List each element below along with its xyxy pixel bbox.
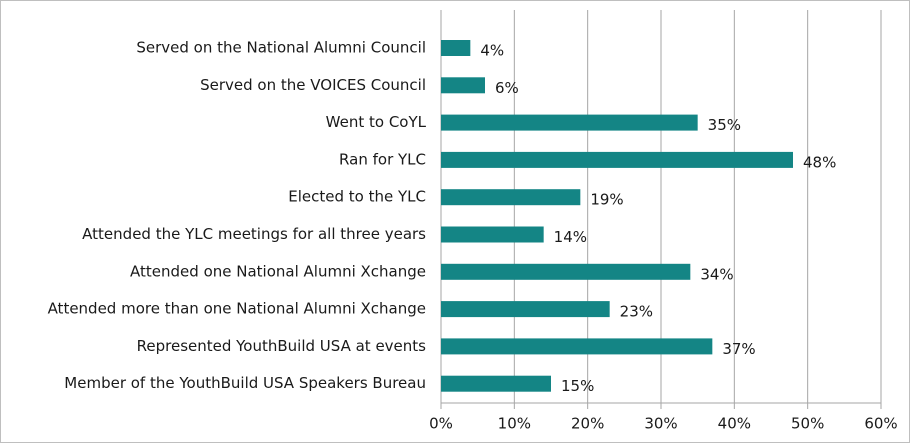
y-tick-label: Attended the YLC meetings for all three …: [82, 225, 426, 243]
value-label: 15%: [561, 377, 594, 395]
value-label: 23%: [620, 303, 653, 321]
y-tick-label: Served on the National Alumni Council: [136, 39, 426, 57]
y-tick-label: Attended one National Alumni Xchange: [130, 262, 426, 280]
bar: [441, 77, 485, 94]
x-tick-label: 0%: [429, 415, 453, 433]
value-label: 4%: [480, 42, 504, 60]
y-tick-label: Served on the VOICES Council: [200, 76, 426, 94]
bar: [441, 226, 544, 243]
value-label: 6%: [495, 79, 519, 97]
x-tick-label: 60%: [864, 415, 897, 433]
value-label: 34%: [700, 265, 733, 283]
x-tick-label: 30%: [644, 415, 677, 433]
bar: [441, 114, 698, 131]
x-tick-label: 10%: [498, 415, 531, 433]
y-tick-label: Member of the YouthBuild USA Speakers Bu…: [64, 374, 426, 392]
value-label: 19%: [590, 191, 623, 209]
x-tick-label: 50%: [791, 415, 824, 433]
x-tick-label: 40%: [718, 415, 751, 433]
bar: [441, 338, 713, 355]
bar: [441, 189, 581, 206]
value-label: 14%: [554, 228, 587, 246]
y-tick-label: Represented YouthBuild USA at events: [137, 337, 427, 355]
bar: [441, 40, 471, 56]
value-label: 37%: [722, 340, 755, 358]
value-label: 48%: [803, 153, 836, 171]
x-tick-label: 20%: [571, 415, 604, 433]
bar: [441, 151, 793, 168]
y-tick-label: Ran for YLC: [339, 150, 426, 168]
y-tick-label: Attended more than one National Alumni X…: [48, 300, 426, 318]
value-label: 35%: [708, 116, 741, 134]
y-tick-label: Went to CoYL: [326, 113, 427, 131]
y-tick-label: Elected to the YLC: [288, 188, 426, 206]
bar: [441, 263, 691, 280]
bar: [441, 375, 551, 392]
bar: [441, 301, 610, 318]
